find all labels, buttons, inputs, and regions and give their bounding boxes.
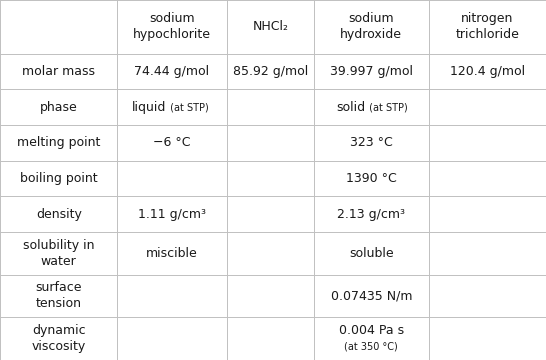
Text: phase: phase [40,100,78,113]
Text: surface
tension: surface tension [35,282,82,310]
Text: (at STP): (at STP) [366,102,407,112]
Text: 85.92 g/mol: 85.92 g/mol [233,65,308,78]
Text: 39.997 g/mol: 39.997 g/mol [330,65,413,78]
Text: 74.44 g/mol: 74.44 g/mol [134,65,210,78]
Text: −6 °C: −6 °C [153,136,191,149]
Text: 0.004 Pa s: 0.004 Pa s [339,324,404,337]
Text: solid: solid [337,100,366,113]
Text: density: density [35,208,82,221]
Text: (at STP): (at STP) [167,102,208,112]
Text: dynamic
viscosity: dynamic viscosity [32,324,86,353]
Text: molar mass: molar mass [22,65,95,78]
Text: solubility in
water: solubility in water [23,239,94,268]
Text: 1.11 g/cm³: 1.11 g/cm³ [138,208,206,221]
Text: (at 350 °C): (at 350 °C) [345,341,398,351]
Text: 120.4 g/mol: 120.4 g/mol [450,65,525,78]
Text: sodium
hypochlorite: sodium hypochlorite [133,12,211,41]
Text: melting point: melting point [17,136,100,149]
Text: 1390 °C: 1390 °C [346,172,396,185]
Text: boiling point: boiling point [20,172,98,185]
Text: 323 °C: 323 °C [350,136,393,149]
Text: NHCl₂: NHCl₂ [252,20,288,33]
Text: soluble: soluble [349,247,394,260]
Text: nitrogen
trichloride: nitrogen trichloride [455,12,519,41]
Text: 2.13 g/cm³: 2.13 g/cm³ [337,208,405,221]
Text: liquid: liquid [132,100,167,113]
Text: miscible: miscible [146,247,198,260]
Text: 0.07435 N/m: 0.07435 N/m [330,289,412,302]
Text: sodium
hydroxide: sodium hydroxide [340,12,402,41]
